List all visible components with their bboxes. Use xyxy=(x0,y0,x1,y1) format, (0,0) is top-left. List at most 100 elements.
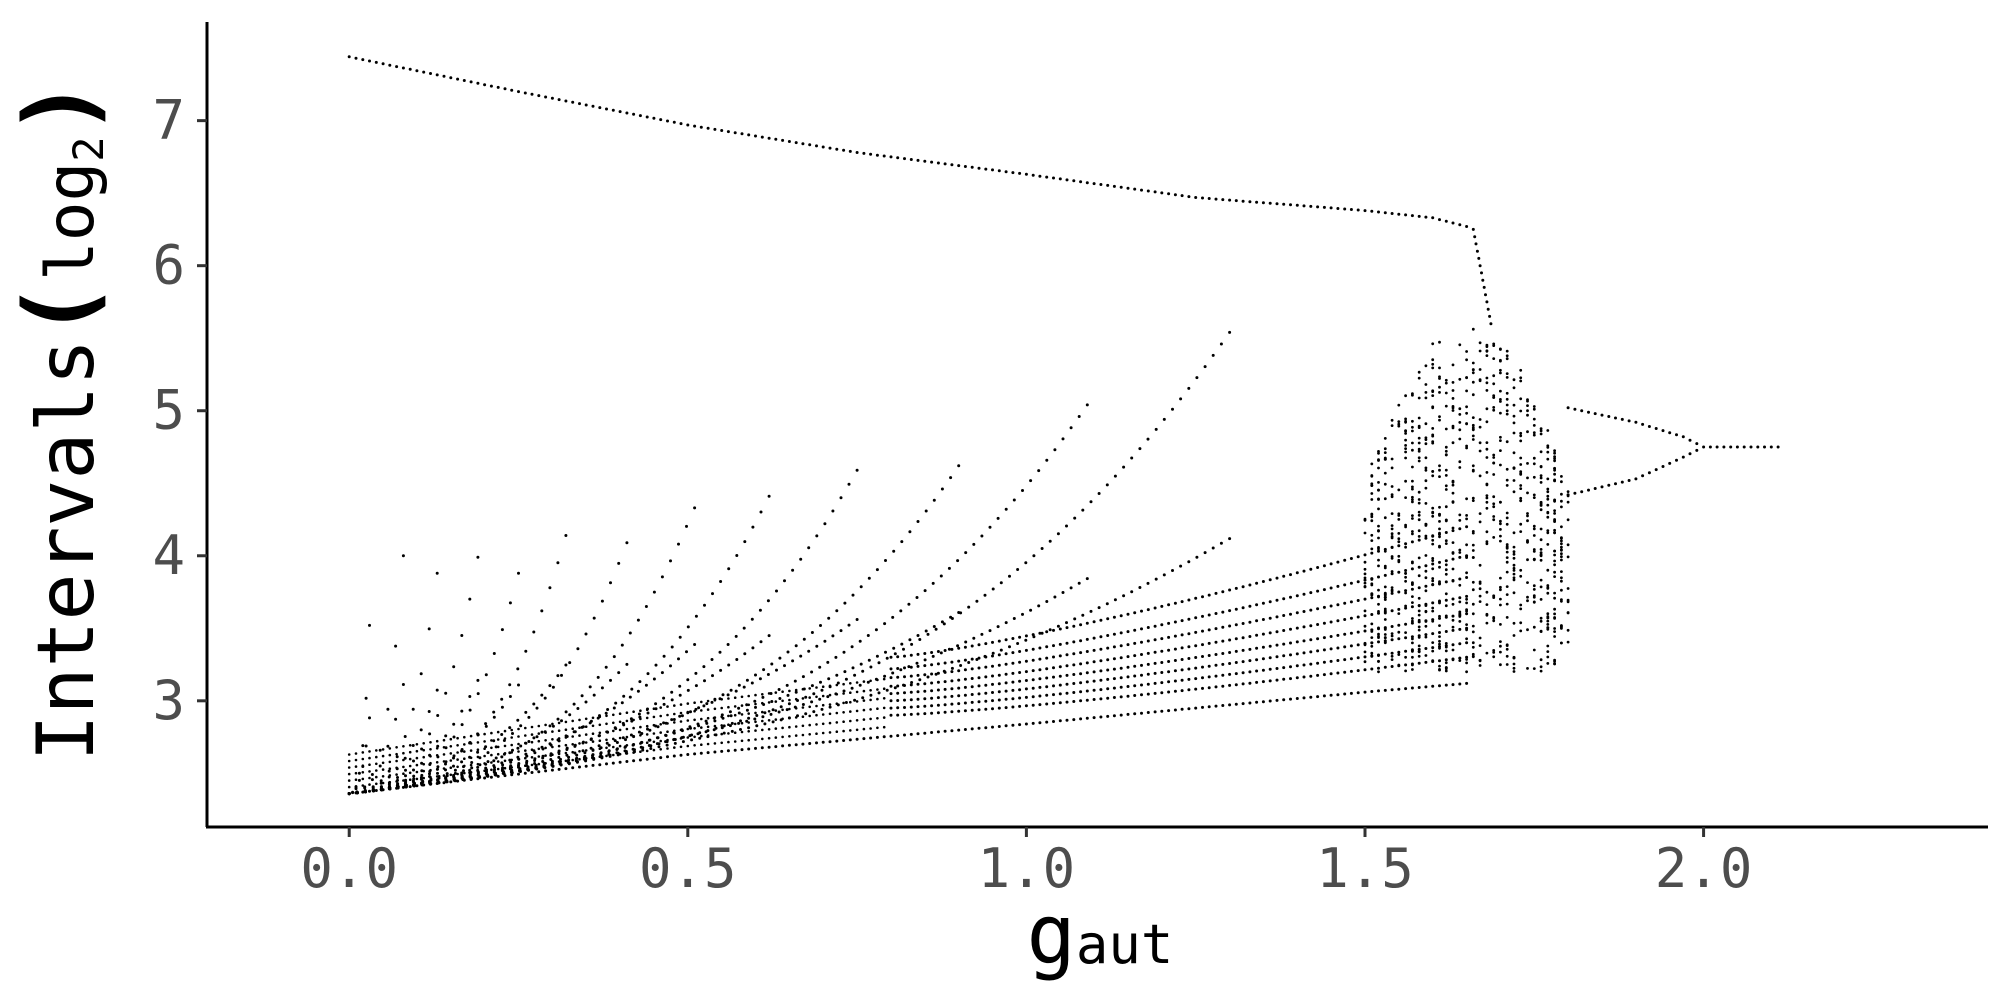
converging-line-point xyxy=(1390,609,1394,613)
chaos-point xyxy=(1404,444,1407,447)
window-fan-point xyxy=(638,680,642,684)
converging-line-point xyxy=(1004,672,1008,676)
lower-band-point xyxy=(571,758,574,762)
bottom-branch-point xyxy=(875,735,879,739)
converging-line-point xyxy=(1465,525,1469,529)
lower-band-point xyxy=(524,764,527,767)
converging-line-point xyxy=(1444,559,1448,563)
converging-line-point xyxy=(1207,686,1211,690)
converging-line-point xyxy=(1031,678,1035,682)
chaos-point xyxy=(1532,475,1536,479)
chaos-point xyxy=(1363,567,1367,571)
lower-band-point xyxy=(368,750,371,753)
chaos-point xyxy=(1485,354,1489,357)
top-branch-point xyxy=(781,138,785,142)
lower-band-point xyxy=(544,731,547,734)
converging-line-point xyxy=(1295,640,1299,644)
chaos-point xyxy=(1444,449,1448,453)
window-fan-point xyxy=(847,623,851,627)
lower-band-point xyxy=(415,770,419,774)
converging-line-point xyxy=(1065,626,1069,630)
chaos-point xyxy=(1465,444,1468,448)
top-branch-point xyxy=(1289,203,1292,207)
y-axis-title-sub: 2 xyxy=(64,136,113,161)
lower-band-point xyxy=(794,716,798,719)
window-fan-point xyxy=(867,658,871,662)
window-fan-point xyxy=(592,693,596,697)
lower-band-point xyxy=(476,741,480,744)
lower-band-point xyxy=(700,734,703,738)
lower-band-point xyxy=(869,708,872,711)
lower-band-point xyxy=(639,750,642,753)
bottom-branch-point xyxy=(1126,712,1130,716)
chaos-point xyxy=(1458,513,1462,517)
window-fan-point xyxy=(745,678,749,682)
converging-line-point xyxy=(1309,591,1313,595)
chaos-point xyxy=(1546,450,1550,454)
chaos-point xyxy=(1512,656,1516,660)
window-fan-point xyxy=(1065,524,1068,528)
lower-band-point xyxy=(727,697,730,700)
converging-line-point xyxy=(1241,671,1245,675)
window-fan-point xyxy=(718,650,722,654)
top-branch-point xyxy=(1438,218,1441,222)
bottom-branch-point xyxy=(848,738,852,742)
lower-band-point xyxy=(761,693,764,696)
lower-band-point xyxy=(584,749,588,752)
chaos-point xyxy=(1478,418,1482,421)
top-branch-point xyxy=(1316,205,1320,209)
chaos-point xyxy=(1383,585,1387,589)
lower-band-point xyxy=(767,692,771,695)
converging-line-point xyxy=(1255,669,1259,673)
chaos-point xyxy=(1532,456,1536,460)
bottom-branch-point xyxy=(1261,700,1265,704)
lower-band-point xyxy=(476,770,480,773)
converging-line-point xyxy=(1207,664,1211,668)
chaos-point xyxy=(1444,666,1448,670)
chaos-point xyxy=(1363,660,1367,664)
bottom-branch-point xyxy=(1214,704,1218,708)
lower-band-point xyxy=(828,703,832,706)
lower-band-point xyxy=(584,717,588,721)
converging-line-point xyxy=(963,668,967,672)
lower-band-point xyxy=(815,695,818,699)
bottom-branch-point xyxy=(1058,719,1062,723)
converging-line-point xyxy=(1018,660,1022,664)
bottom-branch-point xyxy=(1275,698,1279,702)
lower-band-point xyxy=(503,744,507,748)
window-fan-point xyxy=(403,735,407,738)
window-fan-point xyxy=(444,760,448,764)
chaos-point xyxy=(1539,585,1543,589)
converging-line-point xyxy=(903,698,906,702)
converging-line-point xyxy=(1289,665,1292,669)
converging-line-point xyxy=(1133,674,1137,678)
window-fan-point xyxy=(647,738,651,742)
converging-line-point xyxy=(889,706,893,710)
window-fan-point xyxy=(363,786,367,790)
converging-line-point xyxy=(1458,577,1462,581)
lower-band-point xyxy=(524,756,527,760)
bottom-branch-point xyxy=(1052,720,1055,723)
lower-band-point xyxy=(591,732,595,735)
window-fan-point xyxy=(742,626,746,630)
top-branch-point xyxy=(374,60,378,64)
chaos-point xyxy=(1458,548,1462,552)
chaos-point xyxy=(1431,577,1435,580)
bottom-branch-point xyxy=(1194,706,1198,710)
chaos-point xyxy=(1444,505,1448,509)
lower-band-point xyxy=(578,734,581,737)
top-branch-point xyxy=(693,124,697,128)
top-branch-point xyxy=(1261,201,1265,205)
converging-line-point xyxy=(950,702,954,706)
converging-line-point xyxy=(1261,668,1265,672)
window-fan-point xyxy=(831,509,835,513)
top-branch-point xyxy=(1160,191,1164,195)
pitchfork-point xyxy=(1675,433,1678,437)
lower-band-point xyxy=(821,713,825,716)
converging-line-point xyxy=(1214,591,1218,595)
chaos-point xyxy=(1390,535,1394,538)
converging-line-point xyxy=(889,692,893,696)
window-fan-point xyxy=(468,695,472,698)
chaos-point xyxy=(1417,370,1421,374)
top-branch-point xyxy=(1058,177,1062,181)
